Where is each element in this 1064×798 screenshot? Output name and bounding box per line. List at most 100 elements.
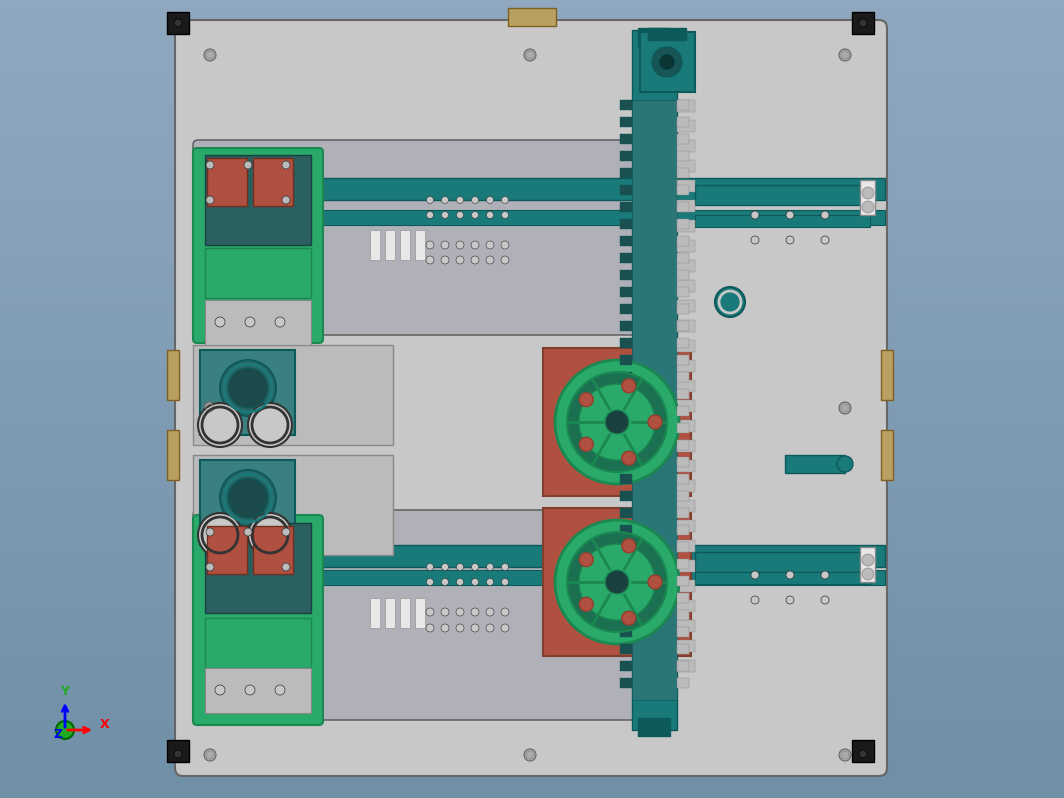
Bar <box>677 140 695 152</box>
Bar <box>385 598 395 628</box>
Bar <box>167 430 179 480</box>
Circle shape <box>751 596 759 604</box>
Circle shape <box>204 49 216 61</box>
Bar <box>253 526 293 574</box>
Circle shape <box>206 563 214 571</box>
Bar <box>193 455 393 555</box>
Bar <box>620 304 632 314</box>
Bar <box>305 178 665 200</box>
Circle shape <box>486 211 494 219</box>
Circle shape <box>228 478 268 518</box>
Bar <box>677 320 695 332</box>
Circle shape <box>862 554 874 566</box>
Circle shape <box>245 317 255 327</box>
Bar <box>400 598 410 628</box>
Circle shape <box>523 749 536 761</box>
Bar <box>677 160 695 172</box>
Bar <box>677 460 695 472</box>
Circle shape <box>501 211 509 219</box>
Bar <box>677 593 689 603</box>
Bar <box>677 360 695 372</box>
Circle shape <box>486 579 494 586</box>
Bar <box>620 525 632 535</box>
Circle shape <box>442 563 449 571</box>
Bar <box>620 678 632 688</box>
Bar <box>620 457 632 467</box>
Circle shape <box>215 685 225 695</box>
Bar <box>677 580 695 592</box>
Bar <box>620 559 632 569</box>
Bar <box>620 338 632 348</box>
Circle shape <box>786 236 794 244</box>
Circle shape <box>837 456 853 472</box>
Circle shape <box>215 317 225 327</box>
Circle shape <box>198 403 242 447</box>
Bar <box>677 440 689 450</box>
Circle shape <box>275 317 285 327</box>
Bar <box>677 304 689 314</box>
Bar <box>620 151 632 161</box>
Bar <box>677 600 695 612</box>
Circle shape <box>442 579 449 586</box>
Bar <box>205 248 311 298</box>
Circle shape <box>501 608 509 616</box>
Bar <box>677 525 689 535</box>
Circle shape <box>621 611 636 625</box>
Circle shape <box>275 685 285 695</box>
Circle shape <box>486 624 494 632</box>
Bar <box>205 155 311 245</box>
Bar <box>677 134 689 144</box>
Circle shape <box>579 598 594 611</box>
Bar <box>543 508 691 656</box>
Bar <box>400 230 410 260</box>
Circle shape <box>471 211 479 219</box>
Circle shape <box>821 211 829 219</box>
Circle shape <box>174 19 182 27</box>
Bar <box>677 100 695 112</box>
Circle shape <box>471 256 479 264</box>
Circle shape <box>282 196 290 204</box>
Circle shape <box>821 571 829 579</box>
Circle shape <box>426 241 434 249</box>
Circle shape <box>206 528 214 536</box>
Circle shape <box>228 368 268 408</box>
Text: X: X <box>100 718 110 731</box>
Bar <box>677 340 695 352</box>
Bar <box>677 220 695 232</box>
FancyBboxPatch shape <box>193 140 643 335</box>
Bar <box>205 668 311 713</box>
Bar <box>677 620 695 632</box>
Circle shape <box>621 539 636 553</box>
Circle shape <box>456 563 464 571</box>
Bar <box>677 355 689 365</box>
Bar <box>620 508 632 518</box>
Bar <box>677 287 689 297</box>
Circle shape <box>839 49 851 61</box>
Circle shape <box>605 410 629 434</box>
Bar <box>677 372 689 382</box>
Circle shape <box>427 563 433 571</box>
Bar <box>253 158 293 206</box>
Circle shape <box>220 360 276 416</box>
Circle shape <box>652 47 682 77</box>
Bar <box>852 12 874 34</box>
Circle shape <box>821 236 829 244</box>
Bar <box>620 440 632 450</box>
Bar <box>677 560 695 572</box>
Bar <box>677 270 689 280</box>
Circle shape <box>579 553 594 567</box>
Bar <box>167 12 189 34</box>
Circle shape <box>456 608 464 616</box>
Circle shape <box>862 568 874 580</box>
Circle shape <box>471 608 479 616</box>
Bar <box>632 100 677 700</box>
Bar <box>620 321 632 331</box>
Circle shape <box>715 287 745 317</box>
Circle shape <box>501 579 509 586</box>
Circle shape <box>440 241 449 249</box>
Bar <box>677 200 695 212</box>
Circle shape <box>839 749 851 761</box>
Circle shape <box>440 608 449 616</box>
Bar <box>620 287 632 297</box>
Bar <box>620 593 632 603</box>
